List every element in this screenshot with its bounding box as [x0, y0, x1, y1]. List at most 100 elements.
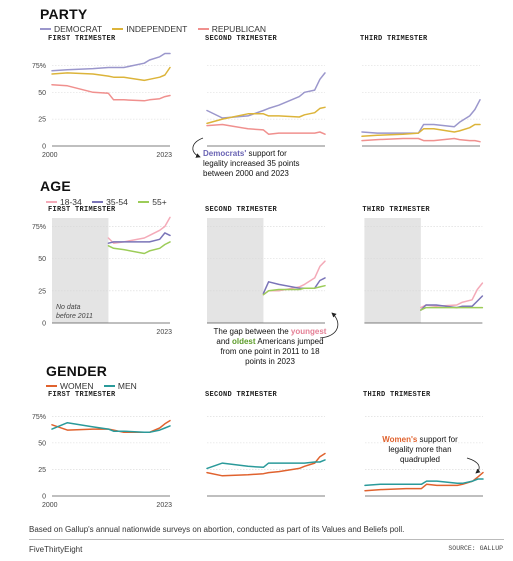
panel-age-first-no-data-label-1: before 2011 — [56, 313, 93, 320]
panel-party-first-ytick-75: 75% — [32, 63, 46, 70]
legend-label-men: MEN — [117, 380, 137, 391]
panel-age-third-line-18-34 — [420, 282, 484, 309]
panel-party-first-ytick-50: 50 — [38, 90, 46, 97]
panel-age-first: FIRST TRIMESTER No data before 2011 0 25 50 75… — [32, 206, 172, 336]
annotation-age-line-1: The gap between the youngest — [214, 327, 327, 336]
panel-gender-first-ytick-50: 50 — [38, 440, 46, 447]
legend-label-18-34: 18-34 — [60, 196, 82, 207]
panel-age-third-title: THIRD TRIMESTER — [362, 206, 430, 214]
footer-brand: FiveThirtyEight — [29, 545, 83, 554]
legend-item-18-34: 18-34 — [46, 196, 82, 207]
panel-gender-second-line-men — [206, 459, 326, 470]
annotation-age-gap: The gap between the youngest and oldest … — [214, 312, 339, 366]
legend-party: DEMOCRAT INDEPENDENT REPUBLICAN — [40, 23, 274, 34]
legend-swatch-55-plus — [138, 200, 150, 203]
annotation-age-line-4: points in 2023 — [245, 357, 295, 366]
legend-label-democrat: DEMOCRAT — [54, 23, 103, 34]
panel-gender-third-title: THIRD TRIMESTER — [363, 391, 431, 399]
panel-age-first-no-data-label-0: No data — [56, 304, 81, 311]
annotation-arrow-democrats — [192, 137, 204, 158]
annotation-democrats-line-1: Democrats' support for — [203, 149, 287, 158]
footer-note: Based on Gallup's annual nationwide surv… — [29, 525, 405, 534]
annotation-age-line-2: and oldest Americans jumped — [216, 337, 323, 346]
panel-age-second-title: SECOND TRIMESTER — [205, 206, 278, 214]
annotation-democrats-line-3: between 2000 and 2023 — [203, 169, 289, 178]
panel-party-third-line-independent — [361, 123, 481, 138]
panel-gender-first-title: FIRST TRIMESTER — [48, 391, 116, 399]
panel-gender-second-title: SECOND TRIMESTER — [205, 391, 278, 399]
legend-swatch-women — [46, 384, 57, 387]
panel-age-second: SECOND TRIMESTER — [205, 206, 326, 324]
panel-age-first-line-55 — [107, 241, 171, 255]
panel-age-third: THIRD TRIMESTER — [362, 206, 484, 324]
panel-gender-first: FIRST TRIMESTER 0 25 50 75% 2000 2023 — [32, 391, 172, 509]
annotation-women-line-2: legality more than — [388, 445, 451, 454]
panel-party-second: SECOND TRIMESTER — [205, 35, 326, 147]
panel-age-first-line-35-54 — [107, 232, 171, 244]
panel-age-first-ytick-25: 25 — [38, 288, 46, 295]
panel-age-second-line-55 — [262, 284, 326, 296]
legend-label-independent: INDEPENDENT — [126, 23, 188, 34]
panel-gender-first-xtick-start: 2000 — [42, 502, 58, 509]
legend-swatch-democrat — [40, 27, 51, 30]
legend-label-women: WOMEN — [60, 380, 94, 391]
legend-label-55-plus: 55+ — [152, 196, 167, 207]
panel-party-third-title: THIRD TRIMESTER — [360, 35, 428, 43]
panel-party-first: FIRST TRIMESTER 0 25 50 75% 2000 2023 — [32, 35, 172, 159]
panel-gender-third-line-women — [364, 471, 484, 492]
panel-gender-third: THIRD TRIMESTER — [363, 391, 484, 497]
panel-party-second-line-independent — [206, 106, 326, 125]
panel-gender-first-line-women — [51, 419, 171, 434]
panel-party-second-line-democrat — [206, 72, 326, 119]
panel-gender-second: SECOND TRIMESTER — [205, 391, 326, 497]
panel-party-third-line-democrat — [361, 99, 481, 134]
panel-party-third-line-republican — [361, 137, 481, 143]
annotation-age-line-3: from one point in 2011 to 18 — [220, 347, 320, 356]
legend-item-35-54: 35-54 — [92, 196, 128, 207]
panel-age-first-xtick-end: 2023 — [156, 329, 172, 336]
panel-party-second-line-republican — [206, 123, 326, 135]
panel-age-third-no-data-region — [364, 218, 421, 323]
legend-item-women: WOMEN — [46, 380, 94, 391]
panel-age-first-ytick-0: 0 — [42, 321, 46, 328]
annotation-democrats: Democrats' support for legality increase… — [192, 137, 300, 178]
panel-age-first-line-18-34 — [107, 216, 171, 244]
panel-party-third: THIRD TRIMESTER — [360, 35, 481, 147]
annotation-arrow-age — [319, 312, 339, 339]
panel-party-first-line-democrat — [51, 52, 171, 72]
panel-gender-first-ytick-25: 25 — [38, 467, 46, 474]
footer-source: SOURCE: GALLUP — [448, 545, 503, 552]
panel-party-first-line-independent — [51, 66, 171, 82]
legend-swatch-men — [103, 384, 115, 387]
legend-swatch-independent — [112, 27, 124, 30]
annotation-women: Women's support for legality more than q… — [382, 435, 481, 474]
legend-item-independent: INDEPENDENT — [112, 23, 187, 34]
annotation-women-line-3: quadrupled — [400, 455, 440, 464]
legend-age: 18-34 35-54 55+ — [46, 196, 175, 207]
panel-gender-first-xtick-end: 2023 — [156, 502, 172, 509]
panel-age-first-ytick-50: 50 — [38, 256, 46, 263]
legend-item-republican: REPUBLICAN — [197, 23, 267, 34]
legend-gender: WOMEN MEN — [46, 380, 145, 391]
panel-party-first-xtick-end: 2023 — [156, 152, 172, 159]
legend-swatch-35-54 — [92, 200, 104, 203]
panel-gender-first-ytick-0: 0 — [42, 494, 46, 501]
panel-gender-first-line-men — [51, 421, 171, 434]
panel-age-second-no-data-region — [207, 218, 264, 323]
section-title-party: PARTY — [40, 6, 88, 22]
panel-age-third-line-55 — [420, 306, 484, 311]
legend-item-55-plus: 55+ — [138, 196, 167, 207]
annotation-democrats-line-2: legality increased 35 points — [203, 159, 300, 168]
panel-age-first-ytick-75: 75% — [32, 224, 46, 231]
panel-party-first-ytick-0: 0 — [42, 144, 46, 151]
annotation-women-line-1: Women's support for — [382, 435, 458, 444]
legend-label-republican: REPUBLICAN — [211, 23, 267, 34]
panel-gender-third-line-men — [364, 478, 484, 487]
panel-age-first-title: FIRST TRIMESTER — [48, 206, 116, 214]
panel-party-first-xtick-start: 2000 — [42, 152, 58, 159]
panel-gender-first-ytick-75: 75% — [32, 414, 46, 421]
legend-swatch-18-34 — [46, 200, 57, 203]
legend-swatch-republican — [197, 27, 209, 30]
